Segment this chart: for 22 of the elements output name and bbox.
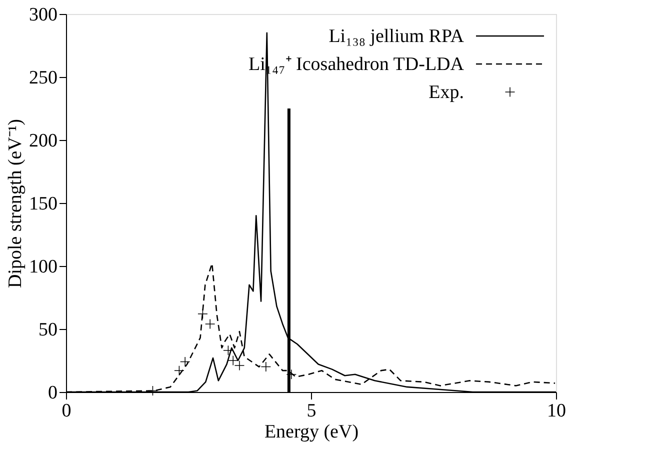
- x-axis-title: Energy (eV): [264, 422, 359, 442]
- y-tick-label: 100: [29, 256, 58, 278]
- point: [228, 356, 238, 366]
- y-tick-label: 0: [48, 382, 58, 404]
- point: [223, 346, 233, 356]
- x-tick-label: 0: [62, 400, 72, 422]
- point: [198, 309, 208, 319]
- point: [234, 360, 244, 370]
- x-tick-label: 10: [547, 400, 566, 422]
- point: [174, 366, 184, 376]
- y-axis-title: Dipole strength (eV⁻¹): [5, 119, 26, 288]
- y-tick-label: 150: [29, 194, 58, 214]
- y-tick-label: 250: [29, 68, 58, 88]
- legend-label: Li₁₃₈ jellium RPA: [328, 26, 464, 47]
- point: [261, 362, 271, 372]
- y-tick-label: 50: [38, 320, 58, 340]
- legend-label: Exp.: [428, 82, 464, 103]
- x-tick-label: 5: [306, 400, 316, 422]
- y-tick-label: 200: [29, 130, 58, 152]
- point: [205, 319, 215, 329]
- point: [180, 357, 190, 367]
- y-tick-label: 300: [29, 4, 58, 26]
